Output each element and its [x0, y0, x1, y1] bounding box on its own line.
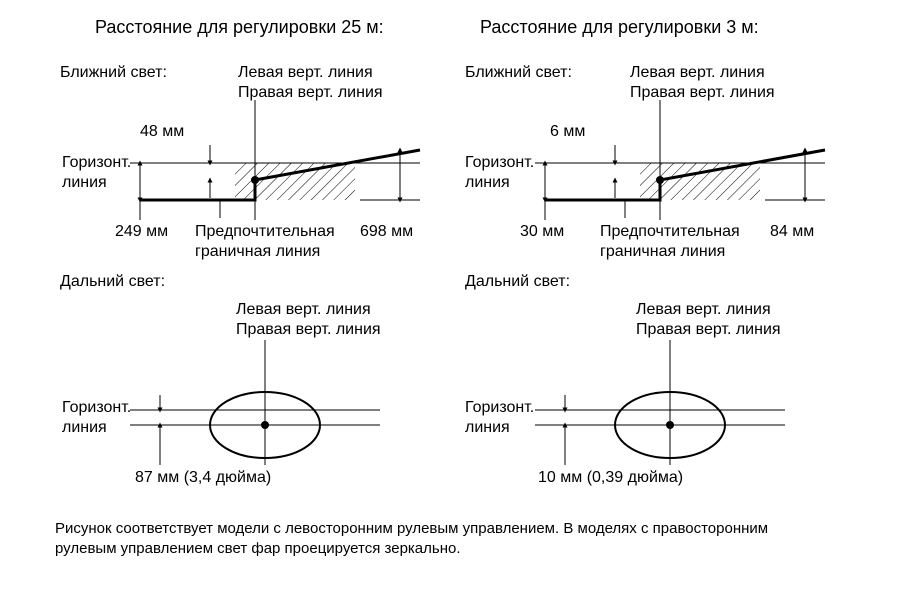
low-vert-label-right-1: Левая верт. линия — [630, 63, 765, 83]
high-vert-label-left-2: Правая верт. линия — [236, 320, 381, 340]
high-beam-label-right: Дальний свет: — [465, 272, 570, 292]
low-beam-svg-right — [465, 100, 835, 240]
high-beam-svg-right — [465, 340, 835, 480]
low-beam-svg-left — [60, 100, 430, 240]
high-beam-svg-left — [60, 340, 430, 480]
high-vert-label-right-1: Левая верт. линия — [636, 300, 771, 320]
diagram-page: Расстояние для регулировки 25 м: Расстоя… — [0, 0, 922, 601]
low-pref-label-right-2: граничная линия — [600, 242, 725, 262]
title-left: Расстояние для регулировки 25 м: — [95, 16, 384, 39]
high-vert-label-left-1: Левая верт. линия — [236, 300, 371, 320]
title-right: Расстояние для регулировки 3 м: — [480, 16, 759, 39]
high-beam-label-left: Дальний свет: — [60, 272, 165, 292]
low-vert-label-left-1: Левая верт. линия — [238, 63, 373, 83]
footnote-line1: Рисунок соответствует модели с левосторо… — [55, 520, 768, 539]
low-beam-label-right: Ближний свет: — [465, 63, 572, 83]
low-beam-label-left: Ближний свет: — [60, 63, 167, 83]
footnote-line2: рулевым управлением свет фар проецируетс… — [55, 540, 461, 559]
low-pref-label-left-2: граничная линия — [195, 242, 320, 262]
high-vert-label-right-2: Правая верт. линия — [636, 320, 781, 340]
